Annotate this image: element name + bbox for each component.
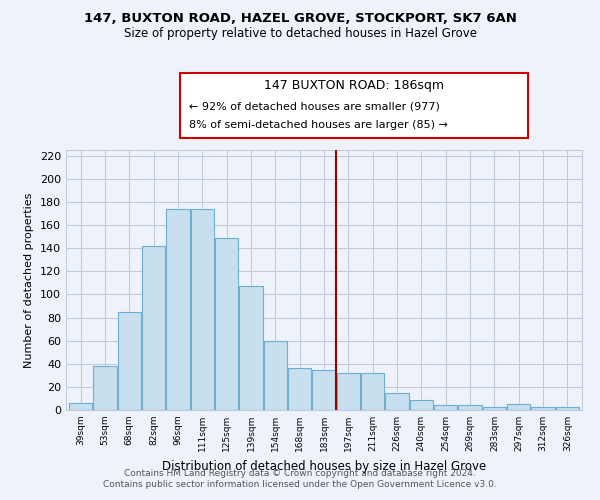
Bar (410, 400, 433, 410)
Bar (264, 340, 287, 410)
Bar (142, 246, 165, 410)
Text: ← 92% of detached houses are smaller (977): ← 92% of detached houses are smaller (97… (189, 102, 440, 112)
Y-axis label: Number of detached properties: Number of detached properties (25, 192, 34, 368)
Bar (288, 368, 311, 410)
Bar (191, 209, 214, 410)
Bar (94, 366, 116, 410)
Bar (337, 373, 360, 410)
Bar (313, 370, 335, 410)
Text: Contains public sector information licensed under the Open Government Licence v3: Contains public sector information licen… (103, 480, 497, 489)
Bar (239, 286, 263, 410)
Bar (556, 406, 579, 410)
Bar (483, 406, 506, 410)
Bar (532, 406, 554, 410)
Text: 147, BUXTON ROAD, HAZEL GROVE, STOCKPORT, SK7 6AN: 147, BUXTON ROAD, HAZEL GROVE, STOCKPORT… (83, 12, 517, 26)
Text: Contains HM Land Registry data © Crown copyright and database right 2024.: Contains HM Land Registry data © Crown c… (124, 468, 476, 477)
Bar (361, 373, 384, 410)
Bar (166, 209, 190, 410)
Bar (118, 312, 141, 410)
Bar (434, 406, 457, 410)
Bar (507, 404, 530, 410)
Bar (215, 238, 238, 410)
Bar (458, 406, 482, 410)
Text: 8% of semi-detached houses are larger (85) →: 8% of semi-detached houses are larger (8… (189, 120, 448, 130)
Bar (385, 392, 409, 410)
X-axis label: Distribution of detached houses by size in Hazel Grove: Distribution of detached houses by size … (162, 460, 486, 472)
Bar (69, 403, 92, 410)
Text: Size of property relative to detached houses in Hazel Grove: Size of property relative to detached ho… (124, 28, 476, 40)
Text: 147 BUXTON ROAD: 186sqm: 147 BUXTON ROAD: 186sqm (264, 78, 444, 92)
